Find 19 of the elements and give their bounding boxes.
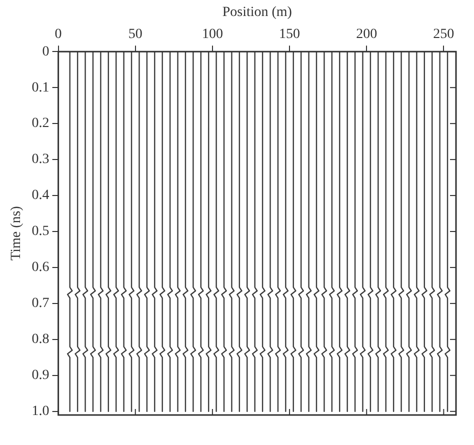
y-tick-label: 0 <box>42 44 50 60</box>
y-tick-label: 0.5 <box>32 224 50 240</box>
y-tick-label: 0.2 <box>32 116 50 132</box>
y-tick-label: 0.6 <box>32 260 50 276</box>
y-tick-label: 0.9 <box>32 368 50 384</box>
x-axis-title: Position (m) <box>222 5 292 20</box>
y-axis-title: Time (ns) <box>9 206 24 260</box>
y-tick-label: 0.3 <box>32 152 50 168</box>
x-tick-label: 150 <box>279 26 300 42</box>
y-tick-label: 0.1 <box>32 80 50 96</box>
y-tick-label: 0.7 <box>32 296 50 312</box>
x-tick-label: 50 <box>128 26 142 42</box>
x-tick-label: 200 <box>356 26 378 42</box>
x-tick-label: 250 <box>433 26 454 42</box>
y-tick-label: 0.8 <box>32 332 50 348</box>
y-tick-label: 1.0 <box>32 404 50 420</box>
x-tick-label: 0 <box>54 26 62 42</box>
x-tick-label: 100 <box>202 26 223 42</box>
y-tick-label: 0.4 <box>32 188 50 204</box>
